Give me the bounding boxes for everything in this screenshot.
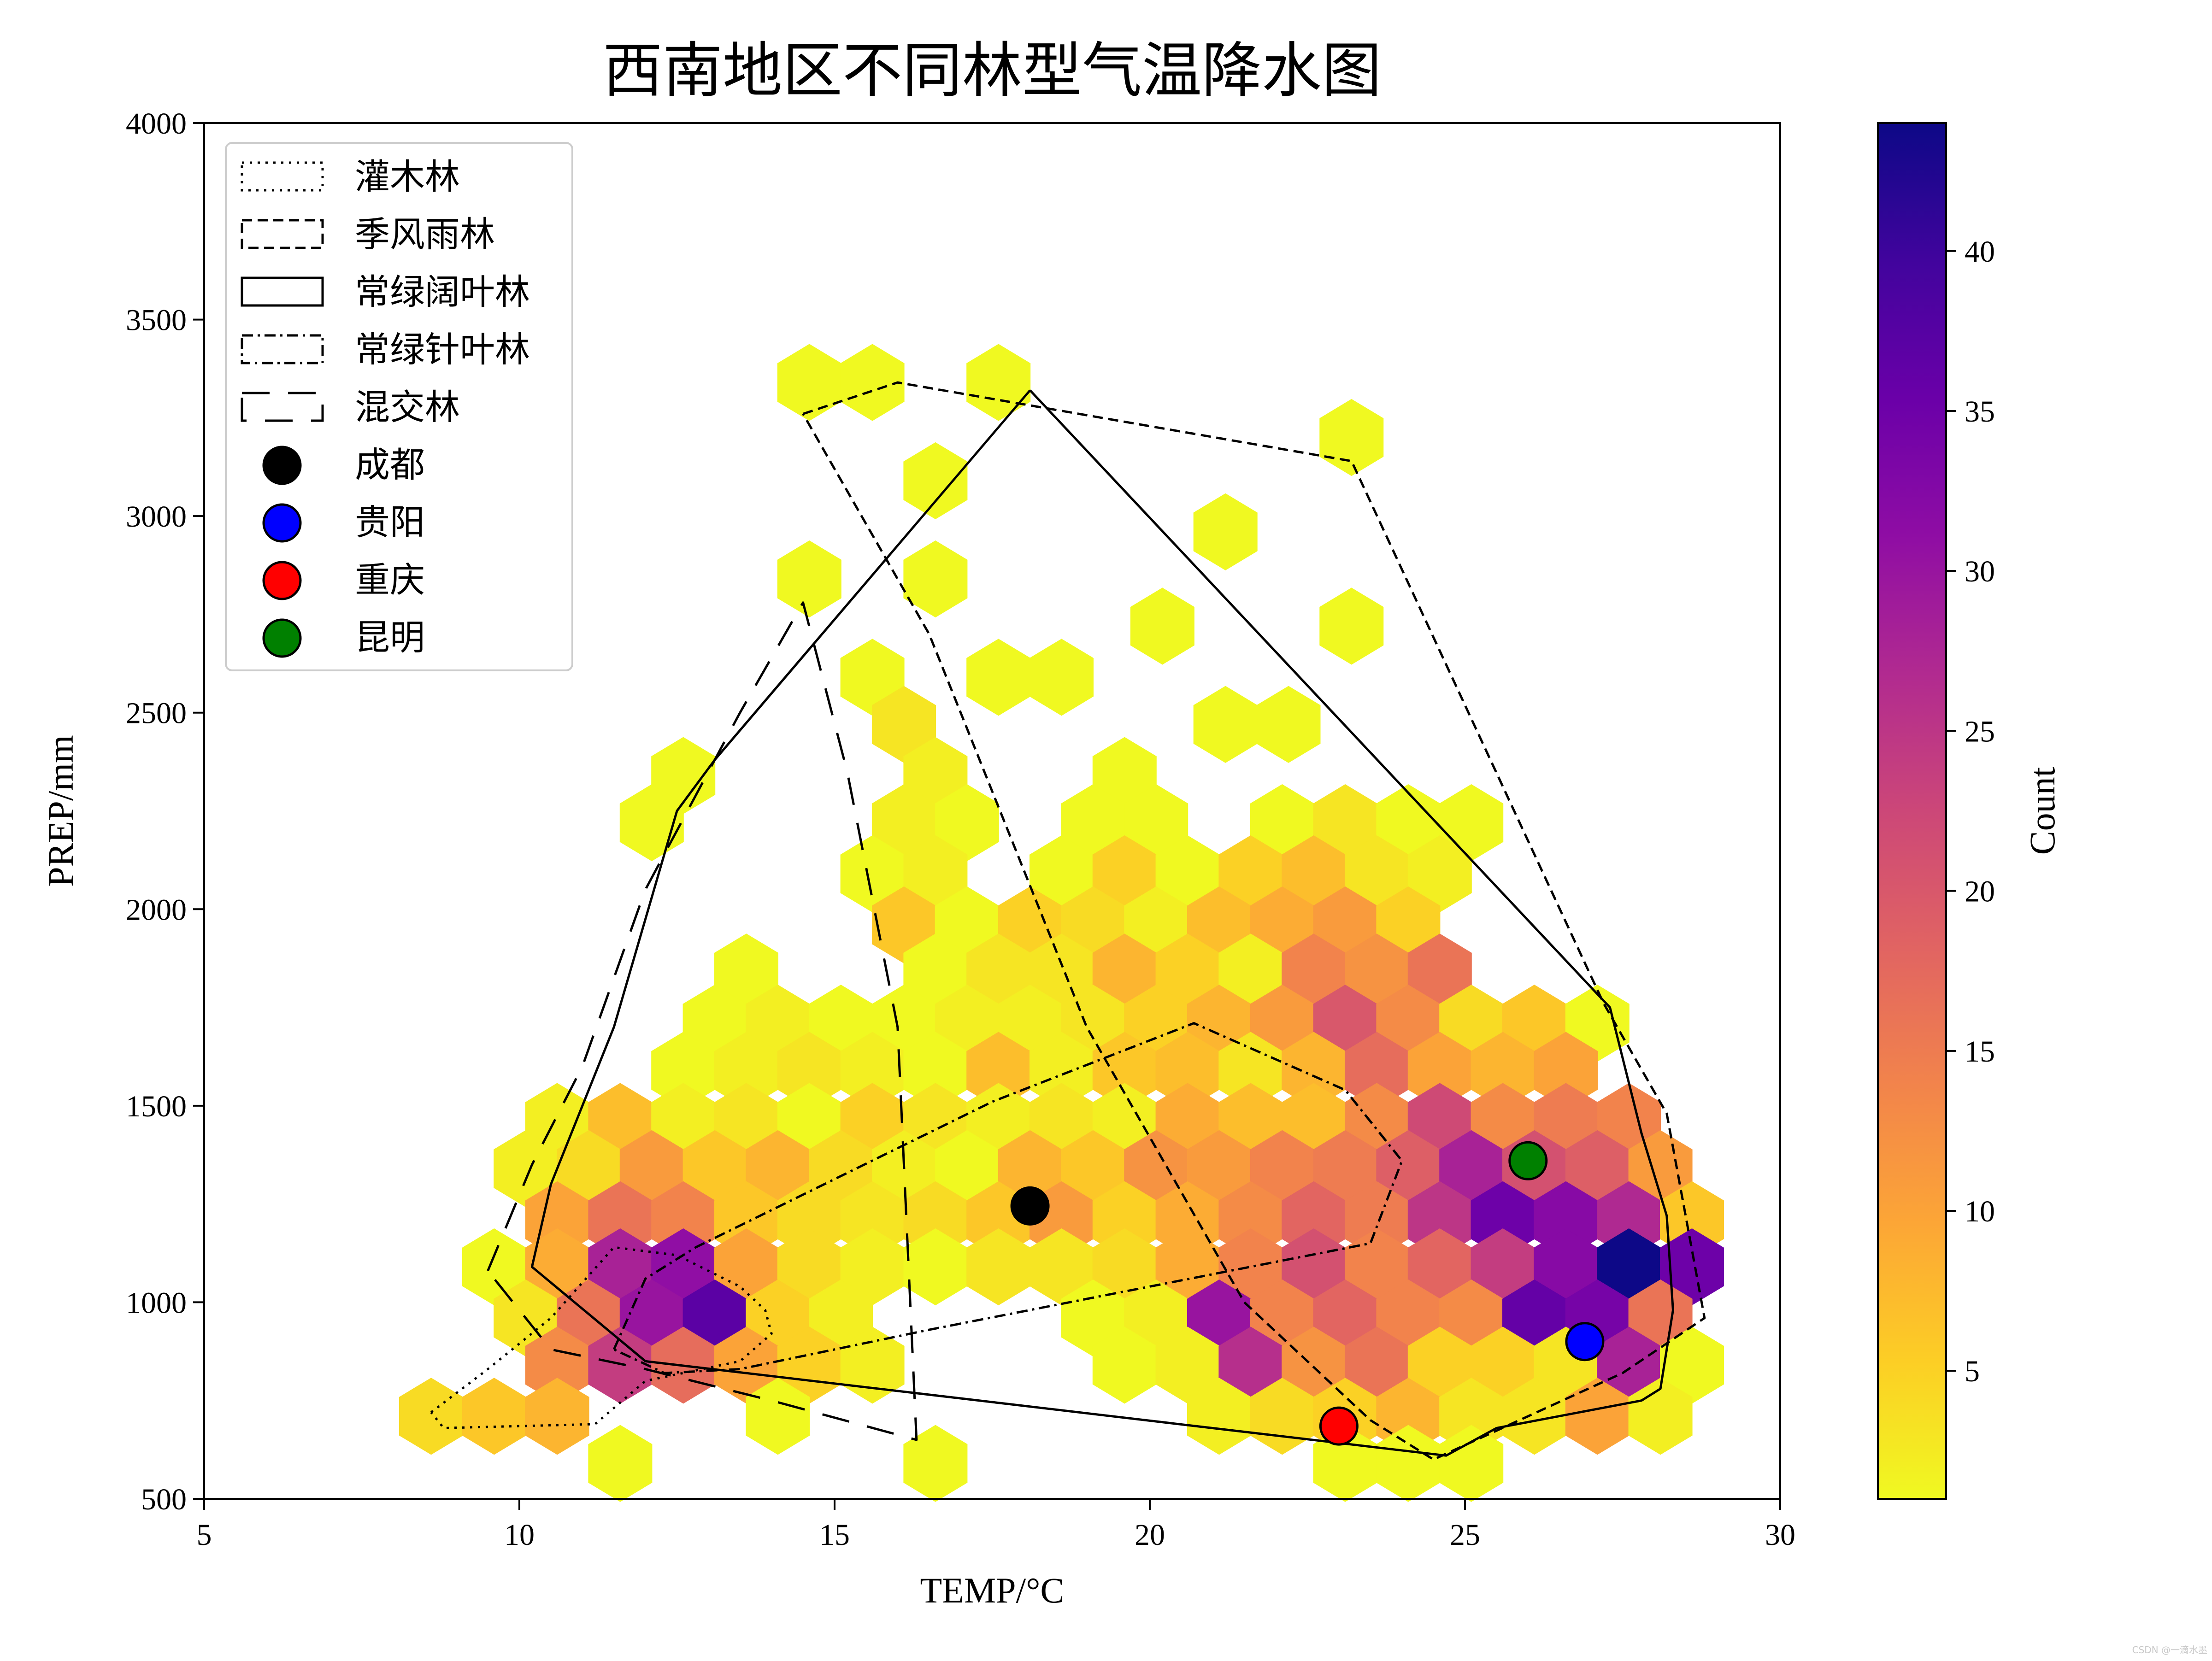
city-marker xyxy=(1565,1322,1605,1362)
boundary-dashed xyxy=(802,381,1706,1461)
y-tick-label: 2000 xyxy=(126,893,187,927)
y-tick-label: 2500 xyxy=(126,697,187,730)
colorbar-tick-label: 5 xyxy=(1965,1355,1980,1388)
legend-label: 常绿针叶林 xyxy=(355,329,530,370)
hexbin-layer xyxy=(399,344,1724,1502)
legend-handle-dashed xyxy=(241,219,324,249)
hexbin-cell xyxy=(840,344,905,421)
axis-ticks: 5 10 15 20 25 30 500 1000 1500 2000 2500 3000 3500 40… xyxy=(126,107,1795,1552)
legend-label: 昆明 xyxy=(355,617,425,658)
hexbin-cell xyxy=(1319,587,1384,665)
city-marker xyxy=(1010,1186,1050,1226)
colorbar-tick-label: 20 xyxy=(1965,875,1995,909)
hexbin-cell xyxy=(777,344,841,421)
y-tick-label: 500 xyxy=(141,1483,187,1516)
hexbin-cell xyxy=(746,1378,810,1455)
legend-city-marker xyxy=(262,503,302,543)
hexbin-cell xyxy=(588,1425,653,1502)
boundary-longdash xyxy=(487,601,918,1441)
colorbar-tick-label: 35 xyxy=(1965,395,1995,428)
legend-label: 成都 xyxy=(355,444,425,485)
x-tick-label: 20 xyxy=(1135,1518,1165,1552)
hexbin-cell xyxy=(462,1378,526,1455)
x-tick-label: 30 xyxy=(1765,1518,1795,1552)
colorbar-tick-label: 40 xyxy=(1965,235,1995,269)
city-marker-layer xyxy=(1010,1141,1605,1446)
hexbin-cell xyxy=(903,442,968,519)
hexbin-cell xyxy=(1319,399,1384,476)
legend-frame xyxy=(225,142,573,671)
forest-boundary-layer xyxy=(430,381,1706,1461)
plot-frame xyxy=(203,122,1781,1500)
hexbin-cell xyxy=(399,1378,463,1455)
x-tick-label: 5 xyxy=(197,1518,212,1552)
legend-label: 混交林 xyxy=(355,387,460,428)
colorbar-tick-label: 10 xyxy=(1965,1195,1995,1228)
legend-label: 常绿阔叶林 xyxy=(355,271,530,312)
hexbin-cell xyxy=(1030,639,1094,716)
hexbin-cell xyxy=(1130,587,1194,665)
hexbin-cell xyxy=(1193,493,1258,570)
hexbin-cell xyxy=(903,1425,968,1502)
boundary-dotted xyxy=(430,1246,773,1429)
city-marker xyxy=(1319,1406,1359,1446)
legend-label: 季风雨林 xyxy=(355,214,495,255)
legend-label: 贵阳 xyxy=(355,502,425,543)
x-tick-label: 10 xyxy=(504,1518,535,1552)
legend-handle-longdash xyxy=(241,392,324,422)
hexbin-cell xyxy=(777,540,841,618)
hexbin-cell xyxy=(525,1378,589,1455)
legend-city-marker xyxy=(262,446,302,485)
colorbar-tick-label: 15 xyxy=(1965,1035,1995,1068)
legend-label: 重庆 xyxy=(355,559,425,600)
y-tick-label: 4000 xyxy=(126,107,187,141)
x-axis-label: TEMP/°C xyxy=(920,1570,1065,1610)
boundary-solid xyxy=(530,389,1674,1457)
legend-city-marker xyxy=(262,561,302,600)
y-tick-label: 1500 xyxy=(126,1090,187,1123)
hexbin-cell xyxy=(1193,686,1258,763)
hexbin-cell xyxy=(966,639,1031,716)
legend-city-marker xyxy=(262,618,302,658)
legend-handle-solid xyxy=(241,276,324,307)
hexbin-cell xyxy=(1256,686,1321,763)
y-tick-label: 3000 xyxy=(126,500,187,534)
y-tick-label: 3500 xyxy=(126,304,187,337)
hexbin-cell xyxy=(966,344,1031,421)
legend-handle-dotted xyxy=(241,161,324,192)
legend-label: 灌木林 xyxy=(355,156,460,197)
hexbin-cell xyxy=(903,540,968,618)
chart-title: 西南地区不同林型气温降水图 xyxy=(603,35,1382,106)
colorbar-ticks: 5 10 15 20 25 30 35 40 xyxy=(1946,235,1995,1388)
x-tick-label: 15 xyxy=(819,1518,850,1552)
colorbar-tick-label: 25 xyxy=(1965,715,1995,748)
colorbar xyxy=(1877,122,1947,1500)
watermark: CSDN @一滴水墨 xyxy=(2132,1644,2207,1655)
city-marker xyxy=(1508,1141,1548,1180)
y-tick-label: 1000 xyxy=(126,1286,187,1320)
hexbin-cell xyxy=(1628,1378,1693,1455)
legend-handle-dashdot xyxy=(241,334,324,364)
colorbar-tick-label: 30 xyxy=(1965,555,1995,588)
colorbar-label: Count xyxy=(2022,767,2062,855)
y-axis-label: PREP/mm xyxy=(41,735,81,886)
hexbin-cell xyxy=(1439,1425,1504,1502)
x-tick-label: 25 xyxy=(1450,1518,1480,1552)
